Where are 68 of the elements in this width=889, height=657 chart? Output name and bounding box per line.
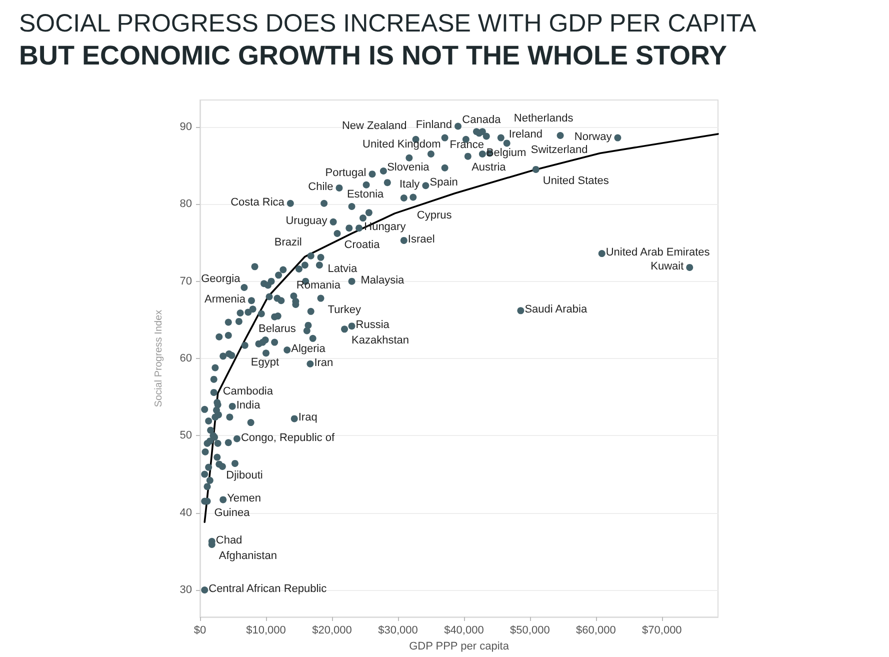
data-label: France [450, 138, 484, 151]
data-label: Yemen [227, 492, 261, 505]
data-label: Austria [472, 162, 507, 174]
data-label: Egypt [250, 356, 280, 369]
data-label: Chad [216, 534, 242, 546]
data-label: Iraq [298, 412, 318, 424]
data-label: Afghanistan [218, 550, 277, 562]
data-label: Chile [308, 180, 334, 193]
data-label: Congo, Republic of [240, 432, 336, 444]
x-tick-label: $50,000 [510, 624, 550, 636]
data-label: Canada [462, 114, 502, 126]
data-label: Belarus [258, 322, 296, 335]
data-label: Djibouti [226, 470, 263, 482]
data-label: Estonia [346, 188, 385, 200]
x-tick-label: $70,000 [642, 624, 682, 636]
x-axis-title: GDP PPP per capita [409, 640, 510, 652]
data-label: Kuwait [650, 260, 684, 272]
data-label: Kazakhstan [352, 334, 409, 347]
y-tick-label: 90 [180, 121, 192, 134]
data-label: Portugal [325, 167, 366, 180]
x-tick-label: $30,000 [378, 624, 418, 636]
data-label: Iran [314, 356, 334, 369]
y-axis-title: Social Progress Index [154, 310, 164, 408]
data-label: Croatia [344, 238, 381, 251]
y-tick-label: 80 [180, 198, 192, 210]
x-tick-label: $20,000 [312, 624, 352, 636]
y-tick-label: 70 [180, 275, 192, 288]
data-label: Georgia [201, 273, 242, 286]
data-label: United States [542, 174, 610, 187]
data-label: Italy [400, 178, 420, 191]
data-label: India [236, 399, 262, 412]
y-tick-label: 60 [180, 352, 192, 364]
chart-title: SOCIAL PROGRESS DOES INCREASE WITH GDP PER CAPITA [19, 10, 757, 38]
y-tick-label: 30 [180, 584, 192, 596]
data-label: Guinea [214, 506, 251, 519]
data-label: Central African Republic [208, 582, 328, 595]
x-tick-label: $60,000 [576, 624, 616, 636]
data-label: Romania [296, 280, 342, 292]
data-label: Brazil [274, 236, 302, 248]
data-label: Turkey [328, 304, 362, 316]
data-label: Cambodia [222, 385, 274, 398]
data-label: Algeria [291, 343, 326, 356]
y-tick-label: 50 [180, 430, 192, 442]
data-label: Saudi Arabia [524, 304, 588, 316]
data-label: Uruguay [286, 214, 328, 227]
x-tick-label: $0 [194, 624, 206, 636]
data-label: United Arab Emirates [606, 246, 710, 259]
data-label: Switzerland [530, 144, 588, 156]
chart-subtitle: BUT ECONOMIC GROWTH IS NOT THE WHOLE STORY [19, 40, 727, 70]
data-label: Russia [356, 319, 390, 332]
data-label: Slovenia [387, 161, 430, 174]
x-tick-label: $40,000 [444, 624, 484, 636]
data-label: New Zealand [342, 120, 407, 132]
data-label: Hungary [364, 221, 406, 234]
data-label: Spain [430, 176, 458, 188]
data-label: Cyprus [416, 210, 452, 222]
data-label: Israel [408, 233, 435, 246]
y-tick-label: 40 [180, 506, 192, 519]
data-label: Finland [416, 119, 452, 132]
data-label: Malaysia [360, 274, 406, 286]
data-label: Netherlands [514, 112, 574, 124]
data-label: Latvia [328, 262, 358, 275]
data-label: United Kingdom [362, 138, 441, 150]
data-label: Armenia [204, 294, 246, 306]
data-label: Ireland [508, 128, 542, 141]
data-label: Norway [574, 130, 612, 143]
x-tick-label: $10,000 [246, 624, 286, 636]
data-label: Costa Rica [230, 196, 286, 208]
